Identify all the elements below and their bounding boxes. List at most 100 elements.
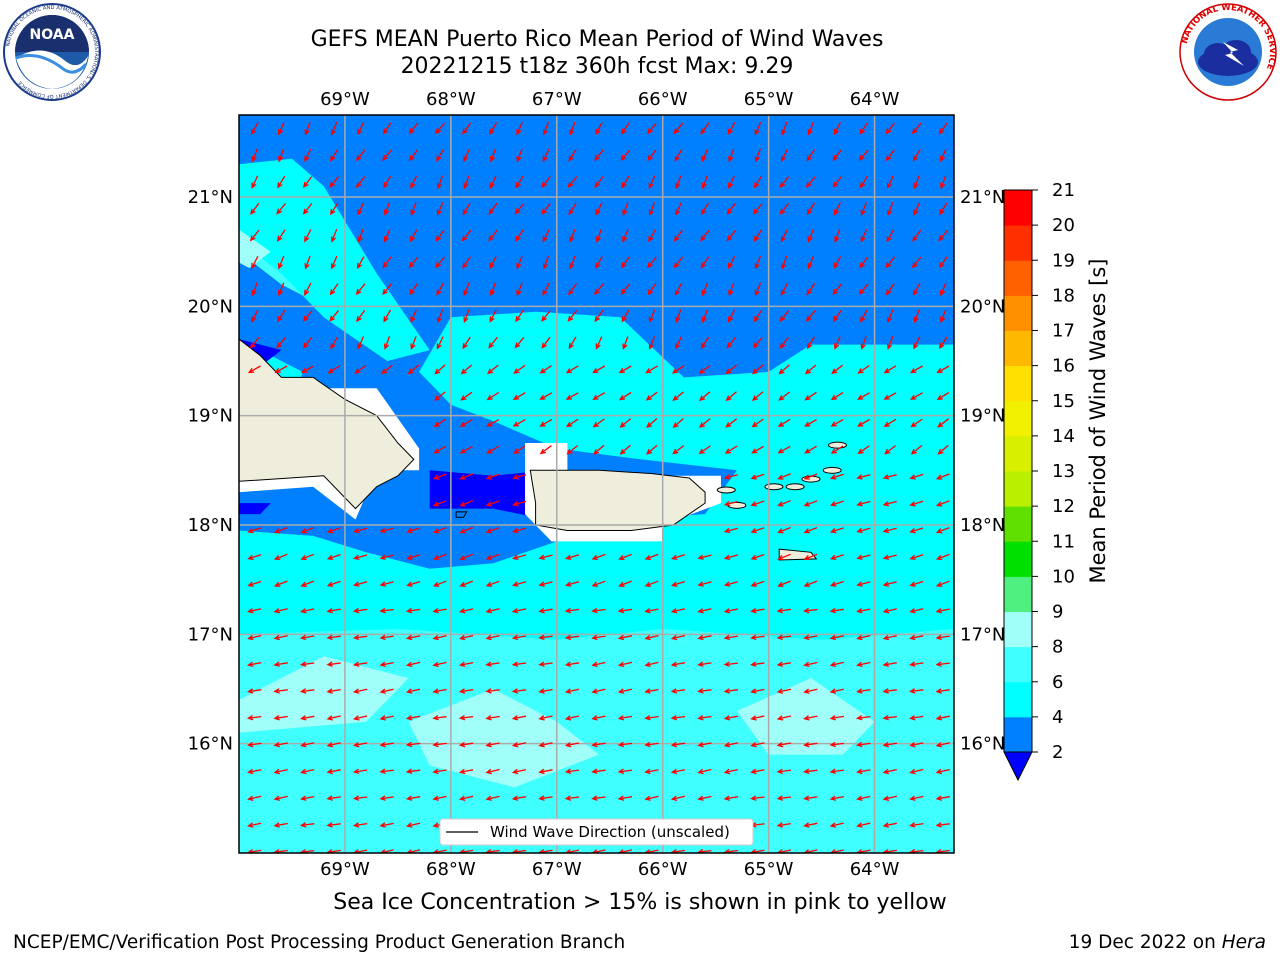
lon-tick-bottom: 66°W	[638, 859, 688, 880]
wave-arrow	[459, 445, 473, 454]
colorbar-tick-label: 15	[1052, 391, 1075, 412]
wave-arrow	[751, 445, 765, 454]
wave-arrow	[935, 688, 950, 694]
wave-arrow	[542, 121, 550, 136]
axis-ticks: 69°W 69°W 68°W 68°W 67°W 67°W 66°W 66°W 65°W 65°W…	[188, 89, 1006, 880]
wave-arrow	[673, 229, 683, 242]
wave-arrow	[488, 229, 498, 242]
wave-arrow	[247, 795, 262, 802]
wave-arrow	[779, 176, 790, 188]
wave-arrow	[357, 122, 365, 136]
wave-arrow	[273, 714, 288, 721]
wave-arrow	[882, 527, 897, 534]
wave-arrow	[617, 741, 633, 748]
wave-arrow	[938, 256, 948, 269]
wave-arrow	[833, 122, 841, 136]
lon-tick-top: 67°W	[532, 89, 582, 110]
wave-arrow	[938, 122, 948, 135]
wave-arrow	[777, 580, 791, 587]
wave-arrow	[697, 554, 712, 560]
wave-arrow	[273, 741, 288, 748]
wave-arrow	[670, 634, 686, 641]
wave-arrow	[882, 795, 897, 802]
wave-arrow	[405, 768, 421, 775]
wave-arrow	[777, 473, 791, 480]
wave-arrow	[458, 661, 474, 668]
wave-arrow	[750, 553, 765, 561]
wave-arrow	[352, 634, 368, 641]
wave-arrow	[383, 175, 392, 189]
wave-arrow	[593, 444, 605, 455]
wave-arrow	[618, 553, 632, 561]
wave-arrow	[776, 661, 792, 667]
wave-arrow	[405, 634, 421, 641]
wave-arrow	[459, 473, 474, 480]
lon-tick-top: 64°W	[850, 89, 900, 110]
wave-arrow	[887, 336, 894, 350]
wave-arrow	[964, 716, 977, 720]
wave-arrow	[697, 661, 712, 667]
wave-arrow	[564, 607, 580, 614]
colorbar-tick-label: 6	[1052, 672, 1063, 693]
wave-arrow	[882, 634, 897, 641]
wave-arrow	[700, 202, 709, 216]
wave-arrow	[567, 176, 578, 188]
wave-arrow	[300, 768, 315, 775]
wave-arrow	[304, 255, 311, 270]
colorbar-segment	[1004, 365, 1032, 402]
wave-arrow	[383, 229, 391, 243]
wave-arrow	[670, 714, 686, 721]
wave-arrow	[910, 392, 923, 400]
wave-arrow	[885, 256, 896, 269]
wave-arrow	[644, 768, 659, 775]
wave-arrow	[885, 283, 895, 296]
wave-arrow	[485, 848, 500, 853]
wave-arrow	[829, 500, 844, 507]
colorbar-segment	[1004, 611, 1032, 648]
wave-arrow	[882, 581, 897, 587]
wave-arrow	[620, 149, 631, 162]
wave-arrow	[273, 634, 288, 641]
wave-arrow	[300, 795, 315, 801]
wave-arrow	[911, 122, 922, 135]
plot-title-line2: 20221215 t18z 360h fcst Max: 9.29	[400, 54, 794, 79]
lat-tick-left: 18°N	[188, 515, 233, 536]
wave-arrow	[485, 634, 500, 641]
wave-arrow	[887, 309, 894, 323]
wave-arrow	[776, 822, 792, 828]
colorbar-tick-label: 9	[1052, 602, 1063, 623]
wave-arrow	[673, 256, 684, 269]
wave-arrow	[591, 741, 606, 748]
wave-arrow	[568, 202, 577, 216]
wave-arrow	[595, 256, 603, 269]
wave-arrow	[883, 365, 897, 374]
lon-tick-bottom: 69°W	[320, 859, 370, 880]
wave-arrow	[963, 796, 976, 800]
wave-arrow	[330, 336, 339, 350]
mona-island	[455, 511, 468, 518]
wave-arrow	[723, 715, 739, 721]
wave-arrow	[776, 607, 792, 614]
wave-arrow	[569, 121, 576, 136]
colorbar-tick-label: 12	[1052, 496, 1075, 517]
wave-arrow	[379, 661, 394, 668]
wave-arrow	[406, 554, 421, 561]
lat-tick-right: 18°N	[960, 515, 1005, 536]
wave-arrow	[859, 256, 869, 269]
wave-arrow	[913, 336, 921, 350]
wave-arrow	[516, 121, 523, 136]
wave-arrow	[432, 661, 447, 668]
wave-arrow	[806, 283, 816, 296]
wave-arrow	[967, 123, 973, 134]
wave-arrow	[909, 608, 924, 614]
wave-arrow	[963, 823, 976, 827]
wave-arrow	[489, 309, 497, 323]
wave-arrow	[856, 741, 871, 748]
wave-arrow	[383, 309, 392, 323]
wave-arrow	[541, 310, 551, 322]
wave-arrow	[647, 283, 657, 296]
wave-arrow	[622, 229, 629, 243]
wave-arrow	[273, 688, 288, 694]
wave-arrow	[697, 688, 712, 694]
wave-arrow	[882, 474, 897, 480]
